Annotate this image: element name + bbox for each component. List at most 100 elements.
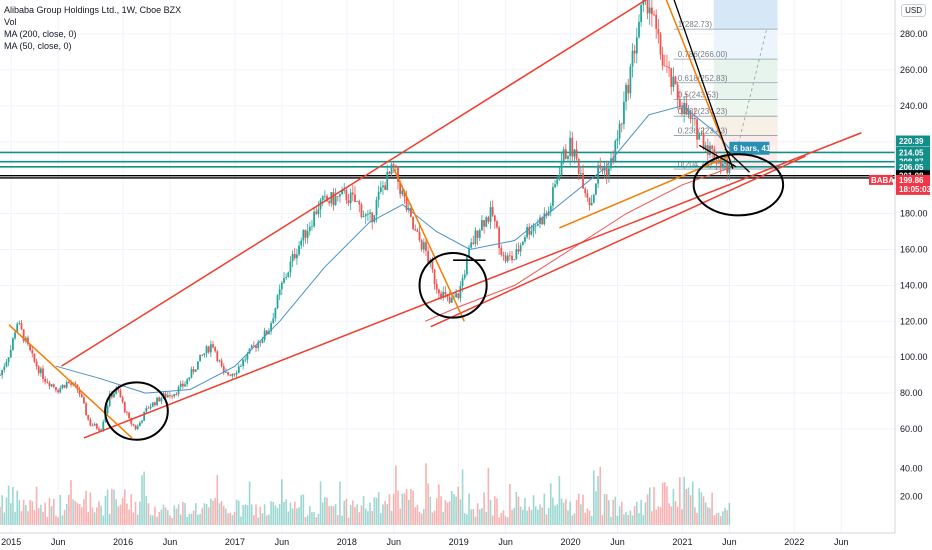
volume-bar	[451, 491, 453, 525]
candle-body	[179, 383, 182, 387]
fib-label: 1(282.73)	[678, 20, 713, 29]
candle-body	[461, 278, 464, 286]
candle-body	[270, 323, 272, 332]
volume-bar	[182, 501, 184, 525]
trendline	[8, 324, 133, 439]
volume-bar	[698, 488, 701, 525]
volume-label[interactable]: Vol	[4, 17, 17, 27]
candle-body	[588, 197, 591, 206]
currency-button[interactable]: USD	[901, 4, 926, 17]
candle-body	[61, 385, 64, 389]
annotation-circles[interactable]	[104, 153, 785, 441]
volume-bar	[448, 501, 451, 525]
candle-body	[457, 293, 460, 299]
candle-body	[308, 226, 311, 232]
candle-body	[326, 195, 328, 202]
candle-body	[384, 185, 387, 190]
volume-bar	[42, 511, 44, 525]
candle-body	[592, 194, 595, 203]
candle-body	[416, 230, 419, 232]
volume-bar	[44, 502, 46, 525]
candle-body	[399, 182, 402, 195]
volume-bar	[37, 508, 40, 525]
volume-bar	[50, 506, 53, 525]
volume-bar	[285, 499, 287, 525]
volume-bar	[111, 488, 113, 525]
volume-bar	[403, 493, 406, 525]
volume-bar	[601, 515, 604, 525]
ma200-label[interactable]: MA (200, close, 0)	[4, 29, 77, 39]
volume-bar	[685, 488, 688, 525]
volume-bar	[117, 506, 120, 525]
volume-bar	[72, 499, 74, 525]
candle-body	[334, 196, 337, 206]
fib-zone	[713, 82, 778, 100]
candle-body	[160, 397, 163, 402]
volume-bar	[547, 507, 550, 525]
candle-body	[227, 372, 229, 375]
fib-retracement[interactable]: 1(282.73) 0.786(266.00) 0.618(252.83) 0.5(2…	[673, 0, 778, 170]
volume-bar	[410, 488, 412, 525]
candle-body	[655, 14, 658, 29]
volume-bar	[395, 465, 397, 525]
candle-body	[474, 230, 477, 244]
symbol-title[interactable]: Alibaba Group Holdings Ltd., 1W, Cboe BZ…	[4, 5, 182, 15]
volume-bar	[565, 499, 567, 525]
time-tick-label: 2019	[449, 537, 469, 547]
candle-body	[12, 338, 14, 350]
volume-bar	[278, 503, 281, 525]
candle-body	[653, 14, 655, 16]
volume-bar	[504, 516, 507, 525]
price-tick-label: 100.00	[900, 352, 928, 362]
candle-body	[405, 197, 408, 210]
candle-body	[678, 99, 681, 108]
candle-body	[154, 402, 156, 406]
volume-bar	[608, 500, 610, 525]
candle-body	[728, 161, 731, 173]
time-tick-label: Jun	[163, 537, 178, 547]
volume-bar	[717, 512, 720, 525]
candlesticks	[0, 0, 731, 433]
volume-bar	[171, 517, 173, 525]
volume-bar	[435, 498, 438, 525]
price-axis[interactable]: 60.00 80.00 100.00 120.00 140.00 160.00 180.00…	[869, 0, 932, 550]
volume-bar	[423, 508, 425, 525]
candle-body	[199, 354, 201, 362]
volume-bar	[186, 517, 188, 525]
ma50-label[interactable]: MA (50, close, 0)	[4, 41, 72, 51]
trendlines[interactable]	[8, 0, 862, 439]
volume-bar	[300, 495, 303, 525]
volume-bar	[80, 507, 83, 525]
candle-body	[283, 277, 285, 283]
candle-body	[618, 123, 621, 139]
volume-bar	[121, 497, 124, 525]
candle-body	[390, 164, 393, 174]
candle-body	[442, 292, 445, 298]
horizontal-levels[interactable]: 6 bars, 41d	[0, 141, 895, 179]
candle-body	[450, 297, 453, 303]
candle-body	[293, 254, 296, 259]
candle-body	[500, 248, 503, 255]
fib-zone	[713, 29, 778, 60]
volume-bar	[562, 502, 565, 525]
candle-body	[463, 274, 466, 279]
candle-body	[37, 366, 40, 374]
candle-body	[119, 390, 122, 398]
projection-label: 6 bars, 41d	[733, 144, 775, 153]
candle-body	[517, 249, 520, 252]
volume-tick-label: 20.00	[900, 492, 923, 502]
volume-bar	[696, 513, 698, 525]
time-tick-label: 2021	[672, 537, 692, 547]
time-axis[interactable]: 2015 Jun 2016 Jun 2017 Jun 2018 Jun 2019 Jun 2020 J…	[0, 532, 895, 550]
price-tick-label: 180.00	[900, 209, 928, 219]
time-tick-label: Jun	[834, 537, 849, 547]
volume-bar	[83, 499, 85, 525]
volume-bar	[7, 485, 10, 525]
volume-bar	[584, 512, 586, 525]
candle-body	[130, 418, 133, 424]
volume-bar	[539, 504, 541, 525]
volume-bar	[246, 505, 249, 525]
candle-body	[638, 21, 640, 38]
annotation-circle	[692, 153, 785, 217]
